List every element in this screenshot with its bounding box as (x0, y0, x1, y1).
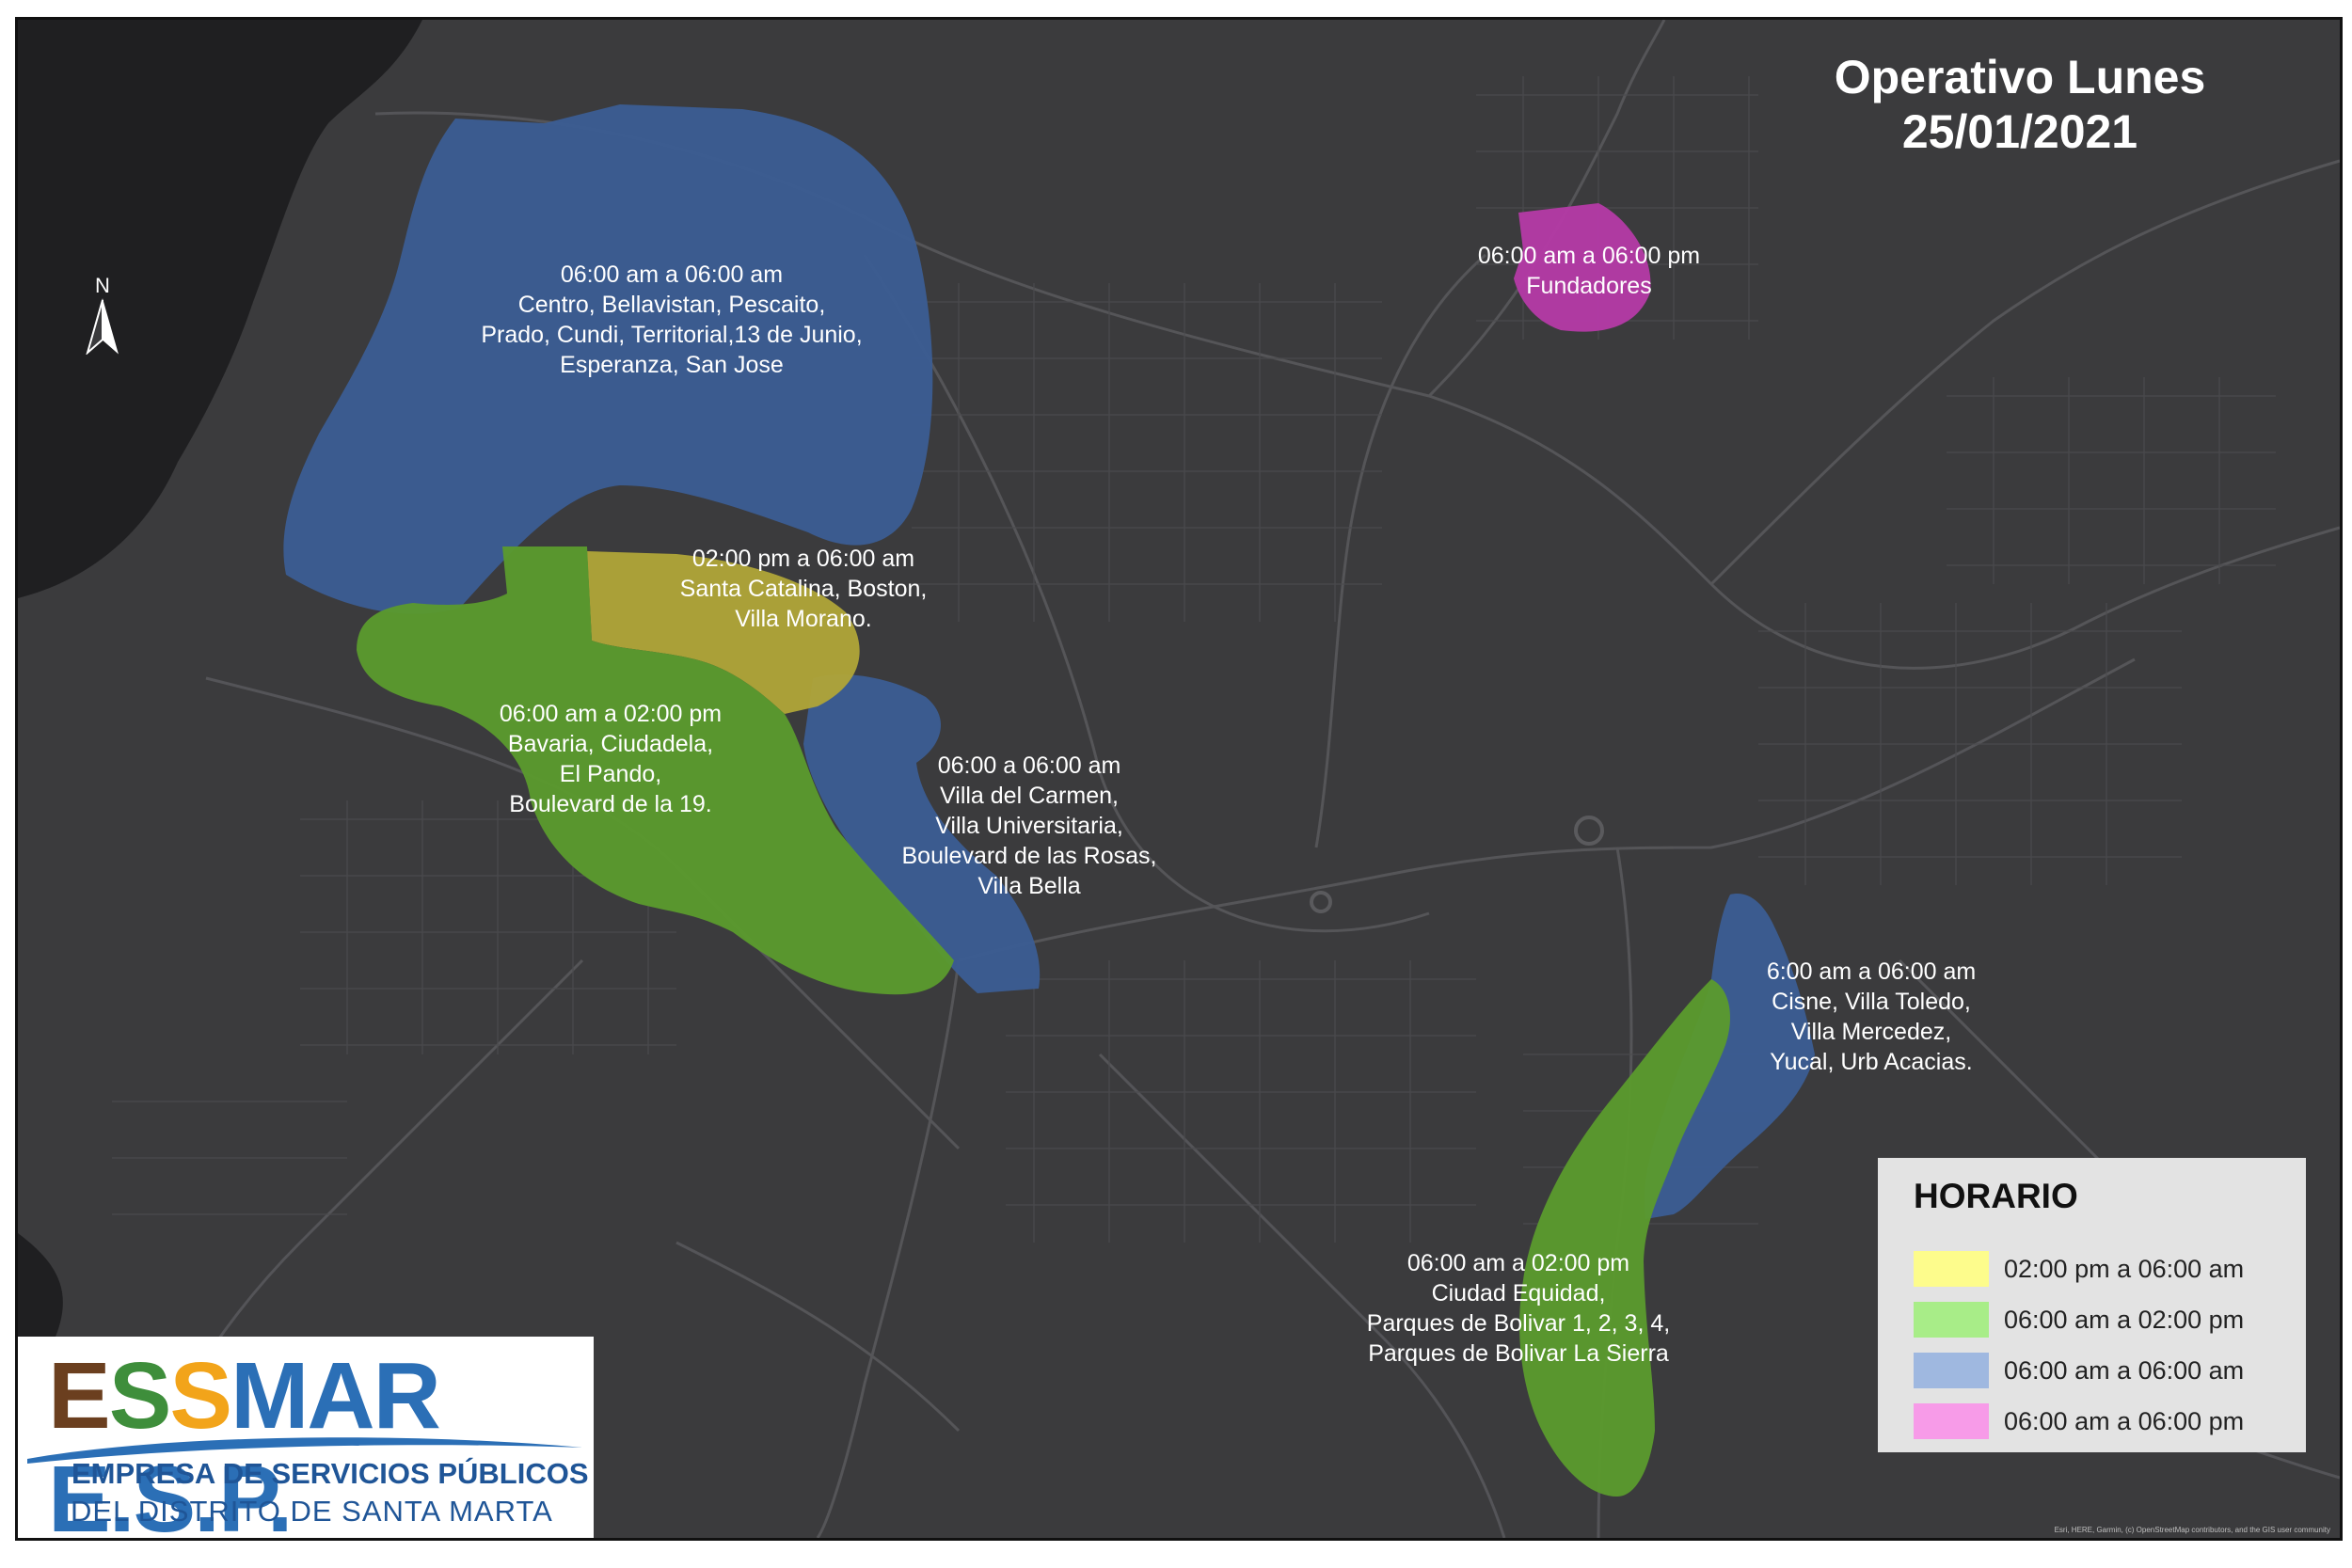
map-title-line2: 25/01/2021 (1901, 105, 2138, 158)
roundabout (1574, 816, 1604, 846)
north-arrow-icon (86, 298, 119, 356)
zone-label-centro: 06:00 am a 06:00 am Centro, Bellavistan,… (481, 261, 863, 378)
zone-label-fundadores: 06:00 am a 06:00 pm Fundadores (1477, 243, 1701, 299)
legend-item-blue: 06:00 am a 06:00 am (1914, 1352, 2244, 1389)
zone-label-ciudad-equidad: 06:00 am a 02:00 pm Ciudad Equidad, Parq… (1366, 1250, 1671, 1367)
logo-tagline-1: EMPRESA DE SERVICIOS PÚBLICOS (72, 1457, 589, 1490)
legend-swatch (1914, 1403, 1989, 1439)
zone-centro-area (283, 104, 933, 614)
sea-area-south (18, 1233, 63, 1355)
roundabout (1310, 891, 1332, 913)
legend-item-yellow: 02:00 pm a 06:00 am (1914, 1250, 2244, 1288)
legend-title: HORARIO (1914, 1177, 2078, 1215)
legend-item-green: 06:00 am a 02:00 pm (1914, 1301, 2244, 1338)
legend: HORARIO 02:00 pm a 06:00 am 06:00 am a 0… (1878, 1158, 2306, 1452)
map-canvas (18, 20, 2340, 1538)
zone-cisne-area (1644, 894, 1815, 1219)
legend-swatch (1914, 1302, 1989, 1338)
legend-label: 06:00 am a 06:00 pm (2004, 1406, 2245, 1435)
zone-fundadores-area (1514, 203, 1651, 332)
legend-label: 06:00 am a 06:00 am (2004, 1355, 2245, 1385)
legend-label: 02:00 pm a 06:00 am (2004, 1254, 2245, 1283)
north-arrow: N (74, 274, 131, 359)
logo-wordmark: ESSMAR E.S.P. (48, 1343, 441, 1541)
logo-tagline-2: DEL DISTRITO DE SANTA MARTA (71, 1495, 553, 1528)
zone-villa-carmen-area (803, 674, 1041, 993)
zone-label-villa-carmen: 06:00 a 06:00 am Villa del Carmen, Villa… (901, 752, 1157, 899)
zone-bavaria-area (357, 546, 954, 995)
zone-ciudad-equidad-area (1519, 979, 1730, 1497)
legend-item-magenta: 06:00 am a 06:00 pm (1914, 1402, 2244, 1440)
essmar-logo: ESSMAR E.S.P. EMPRESA DE SERVICIOS PÚBLI… (18, 1337, 594, 1538)
zone-label-cisne: 6:00 am a 06:00 am Cisne, Villa Toledo, … (1766, 958, 1977, 1075)
legend-swatch (1914, 1353, 1989, 1388)
legend-swatch (1914, 1251, 1989, 1287)
zone-label-bavaria: 06:00 am a 02:00 pm Bavaria, Ciudadela, … (499, 701, 723, 817)
map-frame: Operativo Lunes 25/01/2021 N 06:00 am a … (15, 17, 2343, 1541)
map-title: Operativo Lunes 25/01/2021 (1756, 50, 2283, 159)
zone-label-santa-catalina: 02:00 pm a 06:00 am Santa Catalina, Bost… (679, 546, 928, 632)
legend-label: 06:00 am a 02:00 pm (2004, 1305, 2245, 1334)
map-attribution: Esri, HERE, Garmin, (c) OpenStreetMap co… (2054, 1526, 2330, 1534)
sea-area (18, 20, 422, 598)
north-letter: N (95, 274, 110, 297)
zone-santa-catalina-area (587, 551, 860, 714)
logo-wave (27, 1437, 582, 1464)
map-title-line1: Operativo Lunes (1834, 51, 2206, 103)
